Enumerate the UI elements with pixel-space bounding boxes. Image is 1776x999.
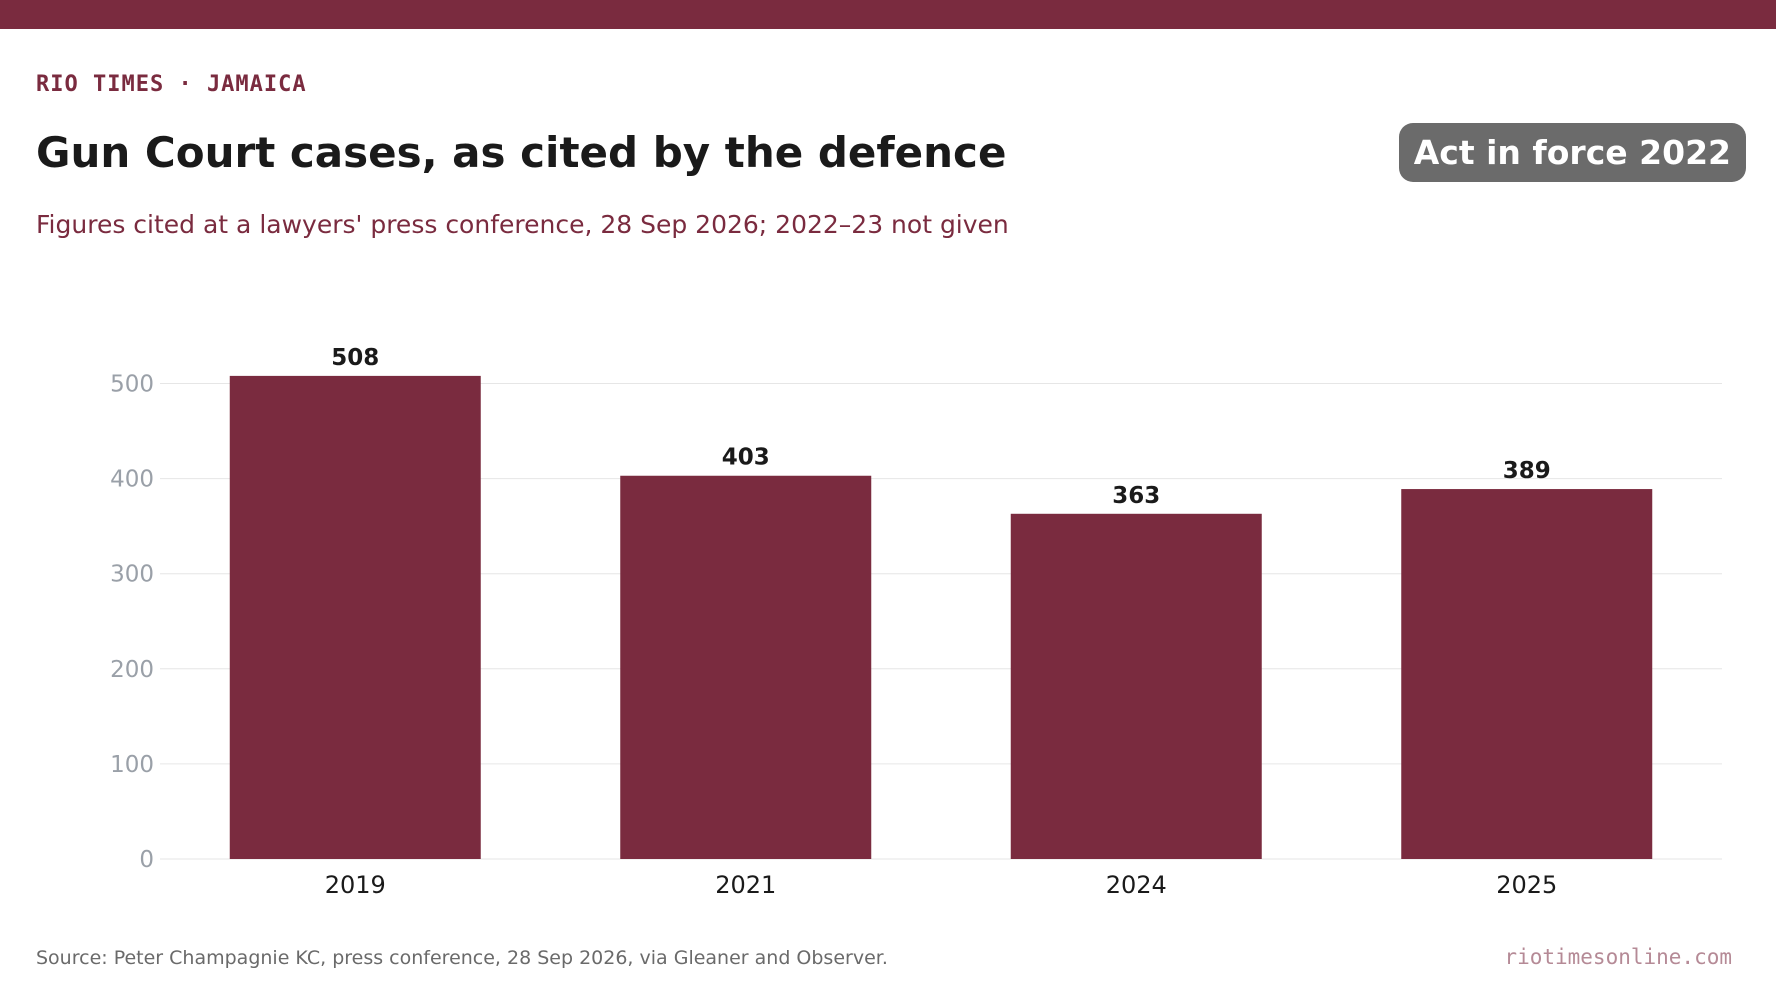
x-tick-label: 2019 <box>325 871 386 899</box>
y-tick-label: 100 <box>110 752 154 778</box>
x-tick-label: 2021 <box>715 871 776 899</box>
y-tick-label: 300 <box>110 562 154 588</box>
source-note: Source: Peter Champagnie KC, press confe… <box>36 947 888 969</box>
act-in-force-badge: Act in force 2022 <box>1398 123 1746 182</box>
top-accent-bar <box>0 0 1776 29</box>
y-tick-label: 400 <box>110 467 154 493</box>
bar-value-label: 508 <box>331 345 379 371</box>
site-url: riotimesonline.com <box>1504 945 1732 969</box>
x-tick-label: 2025 <box>1496 871 1557 899</box>
bar-value-label: 363 <box>1112 483 1160 509</box>
chart-subtitle: Figures cited at a lawyers' press confer… <box>36 210 1009 239</box>
bar-value-label: 389 <box>1503 458 1551 484</box>
bar <box>1010 513 1262 859</box>
chart-title: Gun Court cases, as cited by the defence <box>36 128 1007 177</box>
bar <box>229 375 481 859</box>
publication-kicker: RIO TIMES · JAMAICA <box>36 72 307 97</box>
bar <box>1401 489 1653 859</box>
x-tick-label: 2024 <box>1106 871 1167 899</box>
bar-value-label: 403 <box>722 445 770 471</box>
y-tick-label: 500 <box>110 372 154 398</box>
y-tick-label: 0 <box>139 847 154 873</box>
y-tick-label: 200 <box>110 657 154 683</box>
bar <box>620 475 872 859</box>
